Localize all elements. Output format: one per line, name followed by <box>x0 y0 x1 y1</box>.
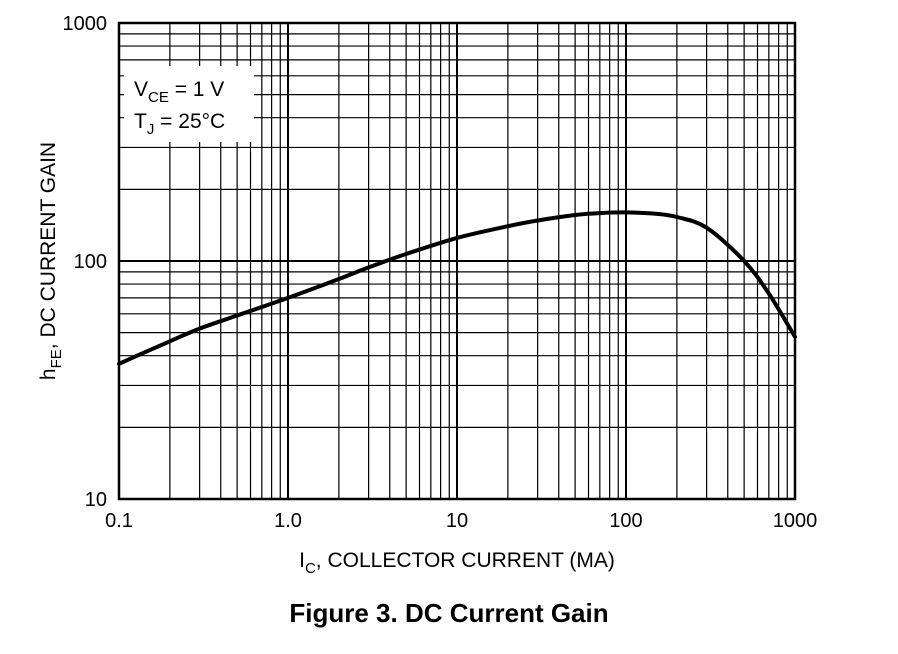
annotation-line-1: VCE = 1 V <box>134 78 224 106</box>
gain-curve <box>117 210 797 366</box>
annotation-line-2: TJ = 25°C <box>134 110 225 138</box>
y-tick-label: 10 <box>85 489 107 511</box>
x-tick-label: 10 <box>446 510 468 532</box>
figure-caption: Figure 3. DC Current Gain <box>289 598 609 628</box>
y-tick-label: 1000 <box>63 13 108 35</box>
plot-frame <box>117 21 797 501</box>
y-axis-label: hFE, DC CURRENT GAIN <box>37 142 65 380</box>
x-tick-labels: 0.1 1.0 10 100 1000 <box>105 510 817 532</box>
y-tick-labels: 10 100 1000 <box>63 13 108 511</box>
x-axis-label: IC, COLLECTOR CURRENT (MA) <box>299 549 615 577</box>
y-tick-label: 100 <box>74 251 107 273</box>
annotation-background <box>124 66 254 142</box>
x-tick-label: 0.1 <box>105 510 133 532</box>
conditions-annotation: VCE = 1 V TJ = 25°C <box>124 66 254 142</box>
x-tick-label: 1.0 <box>274 510 302 532</box>
x-tick-label: 100 <box>609 510 642 532</box>
x-tick-label: 1000 <box>773 510 818 532</box>
